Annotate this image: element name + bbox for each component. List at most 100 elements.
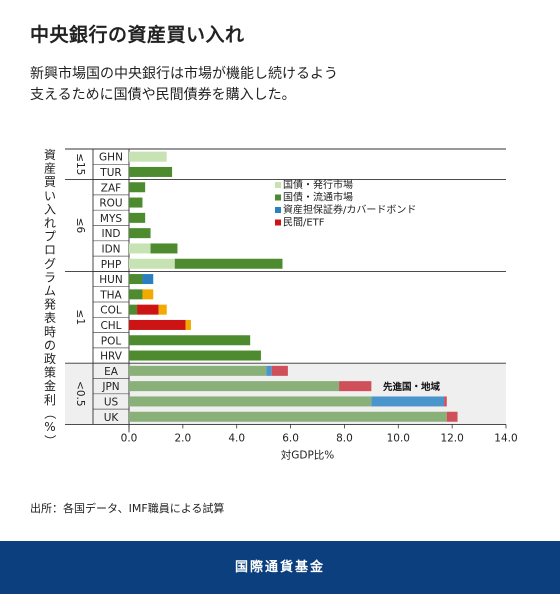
subtitle: 新興市場国の中央銀行は市場が機能し続けるよう 支えるために国債や民間債券を購入し… — [30, 64, 490, 106]
category-label: UK — [104, 412, 120, 424]
category-label: IDN — [101, 243, 120, 255]
series-bar-3 — [137, 304, 159, 315]
legend-swatch — [275, 194, 281, 201]
y-axis-label-char: ロ — [44, 243, 56, 257]
y-axis-label-char: 利 — [44, 393, 56, 407]
y-axis-label-char: グ — [44, 257, 56, 271]
series-bar-1 — [129, 182, 146, 193]
org-name: 国際通貨基金 — [234, 560, 325, 575]
series-bar-2 — [142, 274, 154, 285]
advanced-series-bar-1 — [266, 365, 272, 376]
series-bar-0 — [129, 151, 167, 162]
x-tick-label: 12.0 — [440, 432, 463, 444]
series-bar-1 — [129, 228, 151, 239]
advanced-series-bar-1 — [371, 396, 445, 407]
legend-swatch — [275, 182, 281, 188]
advanced-series-bar-0 — [129, 411, 447, 422]
y-axis-label-char: 発 — [44, 298, 56, 312]
subtitle-line-2: 支えるために国債や民間債券を購入した。 — [30, 87, 296, 103]
y-axis-label-char: 入 — [44, 202, 56, 216]
legend-label: 民間/ETF — [283, 217, 325, 229]
series-bar-4 — [185, 319, 191, 330]
category-label: HRV — [100, 351, 123, 363]
series-bar-1 — [129, 304, 138, 315]
series-bar-1 — [129, 335, 251, 346]
rate-group-label: <0.5 — [74, 381, 86, 407]
legend-label: 国債・流通市場 — [283, 191, 353, 204]
series-bar-1 — [129, 212, 146, 223]
series-bar-1 — [129, 197, 143, 208]
x-tick-label: 10.0 — [387, 432, 410, 444]
category-label: PHP — [101, 259, 122, 271]
series-bar-1 — [129, 289, 143, 300]
series-bar-4 — [158, 304, 167, 315]
y-axis-label-char: 政 — [44, 352, 56, 366]
category-label: US — [104, 396, 119, 408]
series-bar-1 — [174, 258, 283, 269]
category-label: COL — [100, 305, 122, 317]
y-axis-label-char: ） — [43, 435, 57, 447]
series-bar-1 — [150, 243, 178, 254]
series-bar-3 — [129, 319, 186, 330]
advanced-series-bar-2 — [444, 396, 447, 407]
x-axis-label: 対GDP比% — [281, 448, 335, 461]
y-axis-label-char: い — [44, 189, 56, 203]
series-bar-4 — [142, 289, 154, 300]
advanced-series-bar-2 — [446, 411, 458, 422]
footer-bar: 国際通貨基金 — [0, 541, 560, 594]
advanced-series-bar-0 — [129, 381, 340, 392]
category-label: ROU — [99, 198, 122, 210]
page-title: 中央銀行の資産買い入れ — [30, 24, 245, 46]
y-axis-label-char: ラ — [44, 270, 56, 284]
series-bar-1 — [129, 350, 261, 361]
y-axis-label-char: の — [44, 338, 56, 352]
advanced-series-bar-2 — [339, 381, 372, 392]
advanced-series-bar-0 — [129, 365, 267, 376]
y-axis-label-char: 策 — [44, 366, 56, 380]
y-axis-label-char: ム — [44, 284, 56, 298]
asset-purchases-chart: 0.0 2.0 4.0 6.0 8.0 10.0 12.0 14.0 対GDP比% GHN TUR Z… — [43, 148, 518, 461]
advanced-series-bar-0 — [129, 396, 372, 407]
legend-swatch — [275, 207, 281, 213]
x-tick-label: 6.0 — [282, 432, 299, 444]
source-note: 出所：各国データ、IMF職員による試算 — [30, 502, 225, 515]
x-tick-label: 2.0 — [175, 432, 192, 444]
category-label: EA — [104, 366, 119, 378]
y-axis-label-char: （ — [43, 407, 57, 419]
y-axis-label-char: % — [44, 420, 55, 434]
y-axis-label-char: 買 — [44, 175, 56, 189]
y-axis-label-char: プ — [44, 230, 56, 244]
rate-group-label: ≤15 — [74, 153, 86, 175]
category-label: GHN — [99, 152, 123, 164]
category-label: JPN — [101, 381, 119, 393]
category-label: IND — [101, 228, 120, 240]
advanced-series-bar-2 — [271, 365, 288, 376]
x-tick-label: 8.0 — [336, 432, 353, 444]
x-tick-label: 14.0 — [494, 432, 517, 444]
y-axis-label-char: 表 — [44, 311, 56, 325]
legend-swatch — [275, 219, 281, 226]
advanced-economies-annotation: 先進国・地域 — [383, 381, 441, 393]
series-bar-1 — [129, 166, 173, 177]
series-bar-0 — [129, 258, 175, 269]
y-axis-label-char: 金 — [44, 378, 56, 393]
category-label: CHL — [100, 320, 121, 332]
legend-label: 国債・発行市場 — [283, 178, 353, 191]
category-label: HUN — [99, 274, 122, 286]
y-axis-label-char: 産 — [44, 161, 56, 176]
rate-group-label: ≤6 — [74, 218, 86, 234]
rate-group-label: ≤1 — [74, 310, 86, 325]
series-bar-0 — [129, 243, 151, 254]
y-axis-label-char: 時 — [44, 325, 56, 339]
plot-area: 0.0 2.0 4.0 6.0 8.0 10.0 12.0 14.0 対GDP比% GHN TUR Z… — [43, 148, 518, 461]
y-axis-label-char: 資 — [44, 148, 56, 162]
category-label: MYS — [100, 213, 122, 225]
category-label: POL — [101, 335, 122, 347]
category-label: THA — [99, 289, 122, 301]
subtitle-line-1: 新興市場国の中央銀行は市場が機能し続けるよう — [30, 66, 338, 82]
y-axis-label-char: れ — [44, 216, 56, 230]
legend-label: 資産担保証券/カバードボンド — [283, 203, 416, 216]
x-tick-label: 0.0 — [121, 432, 138, 444]
x-tick-label: 4.0 — [228, 432, 245, 444]
series-bar-1 — [129, 274, 143, 285]
